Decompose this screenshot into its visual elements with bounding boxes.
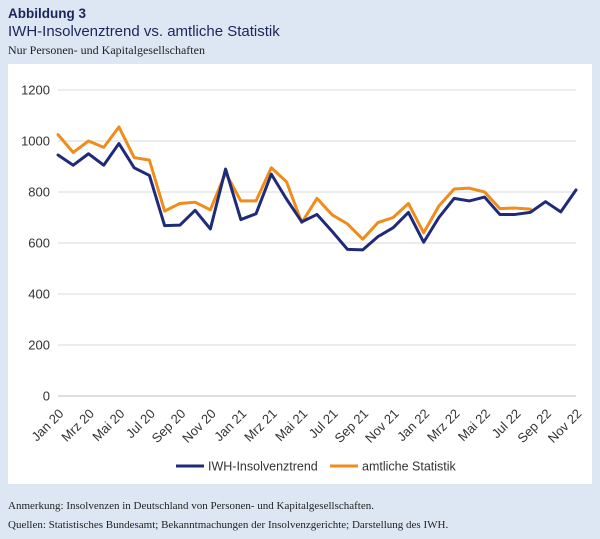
x-tick-label: Mrz 20 [58,406,97,445]
series-line-amtliche-statistik [56,125,532,241]
y-tick-label: 200 [28,338,50,353]
chart-panel: 0 200 400 600 800 1000 1200 Jan 20 Mrz 20 Mai 20 J… [8,64,592,484]
x-tick-label: Mai 20 [89,406,127,444]
figure-label: Abbildung 3 [8,6,86,21]
x-tick-label: Mai 22 [455,406,493,444]
x-tick-label: Mrz 21 [241,406,280,445]
y-tick-label: 1000 [21,134,50,149]
figure-footer: Anmerkung: Insolvenzen in Deutschland vo… [8,497,592,535]
x-tick-label: Nov 20 [179,406,219,446]
y-tick-label: 600 [28,236,50,251]
chart-title: IWH-Insolvenztrend vs. amtliche Statisti… [8,23,280,40]
x-tick-label: Nov 22 [545,406,585,446]
x-tick-label: Nov 21 [362,406,402,446]
x-tick-label: Jan 21 [211,406,249,444]
y-tick-label: 800 [28,185,50,200]
footnote-sources: Quellen: Statistisches Bundesamt; Bekann… [8,519,449,531]
y-tick-label: 1200 [21,83,50,98]
x-tick-label: Jan 22 [394,406,432,444]
chart-subtitle: Nur Personen- und Kapitalgesellschaften [8,43,205,57]
x-tick-label: Mrz 22 [424,406,463,445]
figure-header: Abbildung 3 IWH-Insolvenztrend vs. amtli… [8,6,592,58]
series-line-iwh-insolvenztrend [56,142,578,252]
x-tick-label: Mai 21 [272,406,310,444]
x-tick-label: Jan 20 [28,406,66,444]
legend-label: amtliche Statistik [362,460,457,474]
legend-label: IWH-Insolvenztrend [208,460,318,474]
y-tick-label: 0 [43,389,50,404]
y-tick-label: 400 [28,287,50,302]
footnote-remark: Anmerkung: Insolvenzen in Deutschland vo… [8,500,374,512]
